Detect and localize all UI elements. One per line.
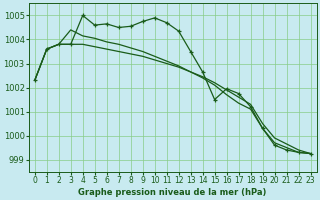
X-axis label: Graphe pression niveau de la mer (hPa): Graphe pression niveau de la mer (hPa)	[78, 188, 267, 197]
